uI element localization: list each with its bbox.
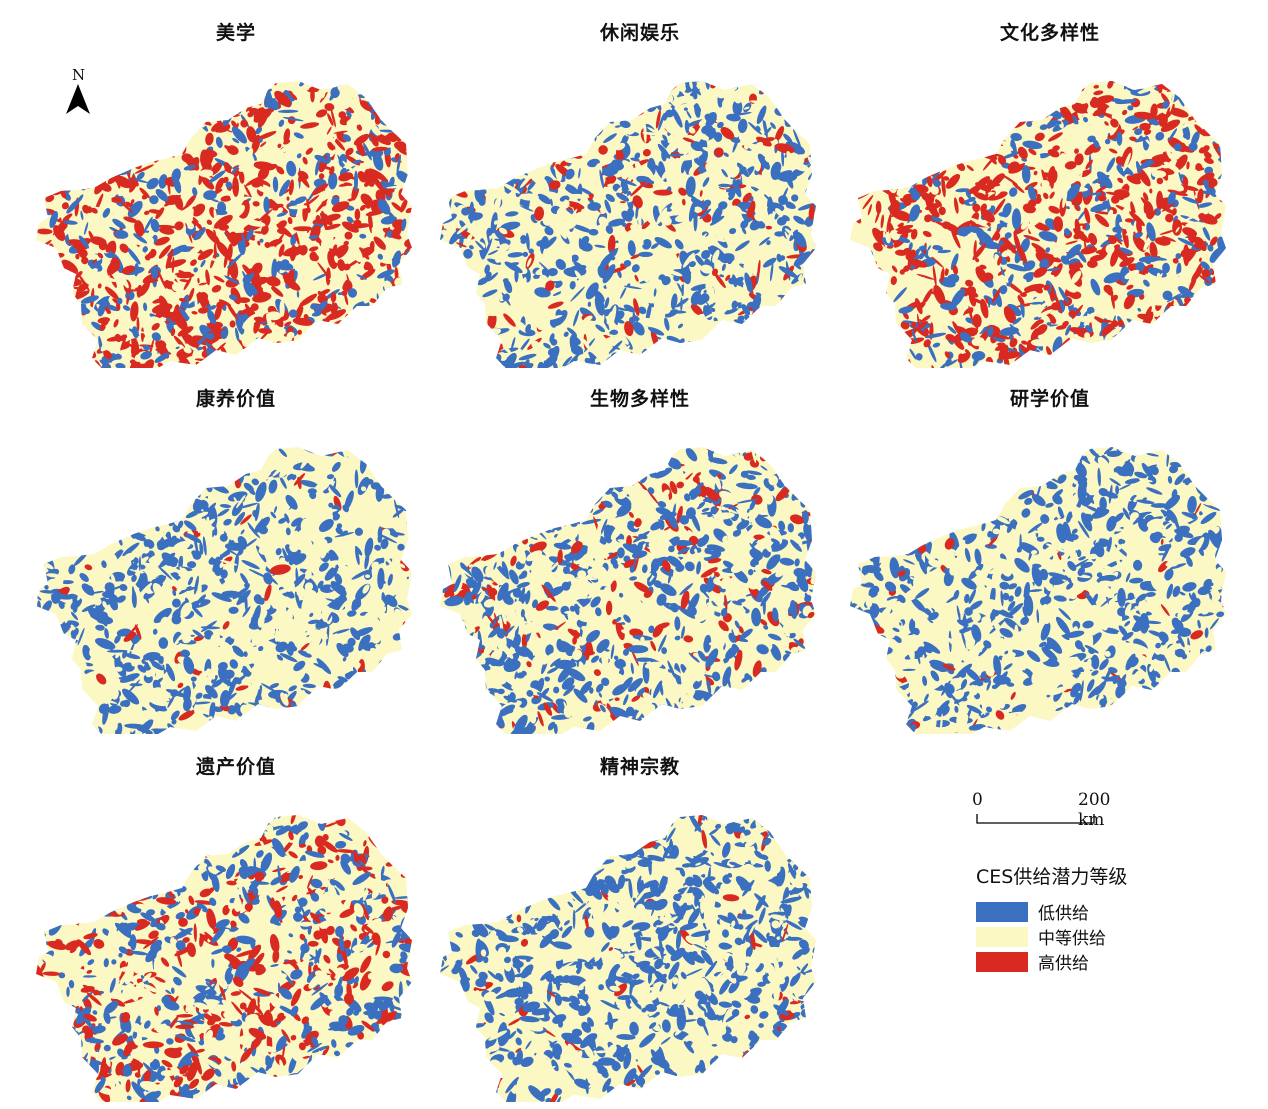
map-panel-biodiversity: 生物多样性 [440,384,840,734]
panel-title: 休闲娱乐 [599,22,680,44]
north-arrow: N [64,66,92,116]
province-map [440,447,816,734]
map-panel-cultural-diversity: 文化多样性 [850,18,1250,368]
legend-title: CES供给潜力等级 [976,866,1128,888]
scale-end-label: 200 km [1078,790,1111,830]
province-map [850,81,1226,368]
legend-swatch [976,951,1028,972]
legend-label: 中等供给 [1038,929,1106,949]
legend-item-high: 高供给 [976,949,1176,974]
panel-title: 生物多样性 [589,388,690,410]
legend-swatch [976,926,1028,947]
map-panel-aesthetics: 美学 [36,18,436,368]
panel-title: 美学 [215,22,256,44]
province-map [440,815,816,1102]
legend: CES供给潜力等级 低供给 中等供给 高供给 [976,862,1176,974]
legend-label: 高供给 [1038,954,1089,974]
panel-title: 精神宗教 [599,756,680,778]
panel-title: 康养价值 [195,388,276,410]
legend-label: 低供给 [1038,904,1089,924]
north-label: N [72,66,86,84]
north-arrow-icon [66,84,90,114]
map-panel-study-tour: 研学价值 [850,384,1250,734]
panel-title: 遗产价值 [195,756,276,778]
legend-item-medium: 中等供给 [976,924,1176,949]
province-map [850,447,1226,734]
map-panel-spiritual: 精神宗教 [440,752,840,1102]
scale-bar-line [976,814,1095,824]
province-map [36,81,412,368]
legend-swatch [976,901,1028,922]
panel-title: 文化多样性 [999,22,1100,44]
map-panel-recreation: 休闲娱乐 [440,18,840,368]
scale-bar: 0 200 km [970,790,1130,830]
province-map [36,815,412,1102]
province-map [440,81,816,368]
panel-title: 研学价值 [1009,388,1090,410]
province-map [36,447,412,734]
legend-item-low: 低供给 [976,899,1176,924]
map-panel-heritage: 遗产价值 [36,752,436,1102]
map-panel-wellness: 康养价值 [36,384,436,734]
scale-start-label: 0 [972,790,983,810]
